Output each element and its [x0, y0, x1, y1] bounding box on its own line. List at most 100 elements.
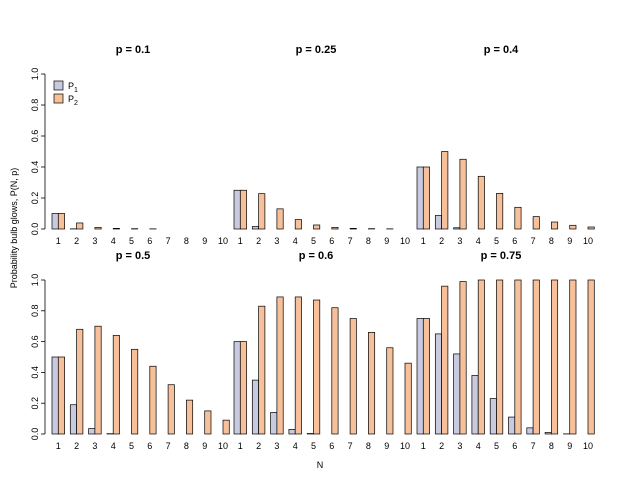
panel-title: p = 0.4	[484, 44, 519, 56]
bar-p2-n1	[422, 318, 430, 435]
bar-p2-n7	[349, 228, 357, 230]
x-tick-label: 4	[111, 441, 116, 451]
y-tick-label: 0.4	[30, 366, 40, 379]
x-tick-label: 10	[583, 441, 593, 451]
x-tick-label: 8	[184, 441, 189, 451]
bar-p1-n2	[69, 404, 77, 435]
y-tick-label: 0.6	[30, 130, 40, 143]
y-tick-label: 0.2	[30, 192, 40, 205]
panel-2: p = 0.25 1 2 3 4 5 6 7 8 9 10	[233, 44, 410, 246]
y-tick-label: 1.0	[30, 68, 40, 81]
bar-p2-n2	[258, 193, 266, 230]
y-tick-label: 0.8	[30, 99, 40, 112]
legend-label-p1: P1	[68, 81, 78, 94]
x-tick-label: 10	[583, 236, 593, 246]
x-tick-label: 9	[384, 441, 389, 451]
bar-p1-n4	[288, 429, 296, 435]
bar-p2-n7	[349, 318, 357, 435]
x-tick-label: 3	[92, 236, 97, 246]
bar-p2-n3	[276, 208, 284, 230]
bar-p1-n6	[508, 416, 516, 435]
y-tick-label: 1.0	[30, 274, 40, 287]
x-tick-label: 3	[274, 236, 279, 246]
x-tick-label: 2	[74, 441, 79, 451]
x-tick-label: 10	[400, 441, 410, 451]
x-tick-label: 6	[147, 236, 152, 246]
x-tick-label: 7	[348, 441, 353, 451]
x-tick-label: 6	[147, 441, 152, 451]
panel-title: p = 0.6	[299, 250, 334, 262]
bar-p1-n3	[453, 353, 461, 435]
x-tick-label: 1	[56, 236, 61, 246]
x-tick-label: 1	[421, 236, 426, 246]
x-tick-label: 3	[457, 441, 462, 451]
bar-p1-n1	[233, 341, 241, 435]
y-tick-label: 0.0	[30, 428, 40, 441]
bar-p2-n5	[131, 348, 139, 435]
bar-p2-n4	[112, 228, 120, 230]
x-axis-label: N	[317, 460, 324, 470]
bar-p1-n4	[471, 375, 479, 435]
x-tick-label: 7	[348, 236, 353, 246]
x-tick-label: 3	[457, 236, 462, 246]
bar-p2-n1	[57, 356, 65, 435]
x-tick-label: 2	[256, 236, 261, 246]
panel-title: p = 0.75	[481, 250, 522, 262]
x-tick-label: 5	[311, 441, 316, 451]
x-tick-label: 1	[238, 441, 243, 451]
x-tick-label: 4	[476, 441, 481, 451]
x-tick-label: 3	[92, 441, 97, 451]
x-tick-label: 6	[512, 236, 517, 246]
bar-p2-n8	[551, 279, 559, 435]
bar-p1-n1	[416, 166, 424, 230]
x-tick-label: 7	[166, 441, 171, 451]
bar-p2-n10	[587, 226, 595, 230]
panel-title: p = 0.5	[116, 250, 151, 262]
bar-p2-n8	[368, 332, 376, 435]
x-tick-label: 9	[567, 236, 572, 246]
x-tick-label: 1	[56, 441, 61, 451]
x-tick-label: 1	[238, 236, 243, 246]
bar-p2-n5	[313, 299, 321, 435]
x-tick-label: 2	[74, 236, 79, 246]
bar-p1-n8	[544, 432, 552, 435]
x-tick-label: 7	[531, 236, 536, 246]
legend-swatch-p1	[53, 80, 64, 91]
panel-4: p = 0.5 1 2 3 4 5 6 7 8 9 10 0.0 0.2 0.4 0.6 0.8 1.0	[30, 250, 230, 451]
bar-p2-n9	[569, 279, 577, 435]
bar-p2-n6	[514, 206, 522, 230]
panel-5: p = 0.6 1 2 3 4 5 6 7 8 9 10	[233, 250, 412, 451]
bar-p1-n2	[251, 226, 259, 230]
legend-label-p2: P2	[68, 94, 78, 107]
x-tick-label: 10	[218, 441, 228, 451]
bar-p2-n10	[222, 419, 230, 435]
x-tick-label: 6	[329, 441, 334, 451]
x-tick-label: 5	[494, 236, 499, 246]
bar-p2-n4	[477, 175, 485, 230]
panel-1: p = 0.1 1 2 3 4 5 6 7 8 9 10 0.0 0.2 0.4 0.6 0.8 1.0	[30, 44, 228, 246]
x-tick-label: 9	[567, 441, 572, 451]
x-tick-label: 8	[549, 441, 554, 451]
bar-p2-n2	[258, 305, 266, 435]
bar-p1-n2	[434, 215, 442, 230]
panels-layer: p = 0.1 1 2 3 4 5 6 7 8 9 10 0.0 0.2 0.4 0.6 0.8 1.0 p = …	[30, 44, 595, 451]
x-tick-label: 8	[366, 441, 371, 451]
bar-p2-n8	[186, 399, 194, 435]
bar-p1-n1	[233, 189, 241, 230]
x-tick-label: 4	[476, 236, 481, 246]
bar-p2-n1	[57, 213, 65, 230]
bar-p2-n2	[441, 151, 449, 230]
bar-p2-n4	[294, 219, 302, 230]
x-tick-label: 8	[549, 236, 554, 246]
x-tick-label: 8	[184, 236, 189, 246]
bar-p1-n1	[51, 356, 59, 435]
bar-p1-n2	[434, 333, 442, 435]
panel-title: p = 0.1	[116, 44, 151, 56]
bar-p2-n2	[441, 285, 449, 435]
legend-label-p1-base: P	[68, 81, 74, 91]
bar-p2-n3	[94, 227, 102, 230]
x-tick-label: 2	[439, 441, 444, 451]
bar-p1-n3	[88, 428, 96, 435]
bar-p2-n1	[239, 341, 247, 435]
